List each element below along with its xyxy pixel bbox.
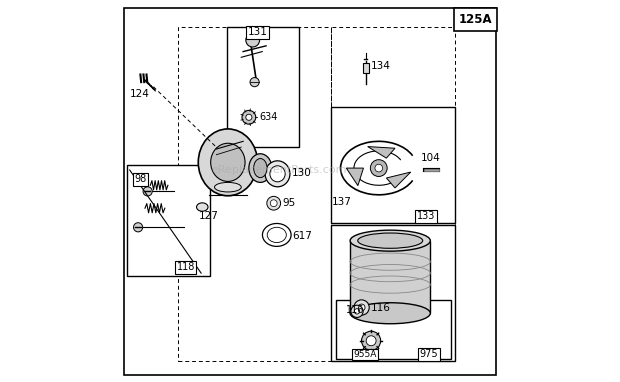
- Circle shape: [246, 33, 260, 47]
- Ellipse shape: [249, 154, 272, 183]
- Text: 617: 617: [292, 231, 312, 241]
- Circle shape: [250, 78, 259, 87]
- Circle shape: [351, 305, 363, 317]
- Text: eReplacementParts.com: eReplacementParts.com: [211, 165, 347, 175]
- PathPatch shape: [368, 147, 395, 158]
- Bar: [363, 63, 369, 73]
- Ellipse shape: [267, 227, 286, 243]
- Bar: [227, 27, 299, 147]
- Text: 95: 95: [283, 198, 296, 208]
- Circle shape: [361, 331, 381, 350]
- Circle shape: [267, 196, 281, 210]
- Text: 125A: 125A: [459, 13, 492, 26]
- Text: 104: 104: [421, 153, 441, 163]
- Ellipse shape: [358, 233, 423, 248]
- Ellipse shape: [254, 159, 267, 178]
- Text: 133: 133: [417, 211, 435, 221]
- Circle shape: [354, 300, 369, 315]
- Text: 955A: 955A: [353, 350, 376, 359]
- Circle shape: [242, 110, 256, 124]
- Circle shape: [354, 309, 360, 314]
- Text: 127: 127: [198, 211, 218, 221]
- Ellipse shape: [198, 129, 257, 196]
- Ellipse shape: [215, 183, 241, 192]
- Text: 137: 137: [332, 197, 352, 207]
- Ellipse shape: [211, 143, 245, 181]
- Text: 130: 130: [291, 168, 311, 178]
- Text: 634: 634: [260, 112, 278, 122]
- Bar: [336, 300, 451, 359]
- Ellipse shape: [265, 161, 290, 187]
- Ellipse shape: [350, 230, 430, 251]
- Circle shape: [358, 304, 365, 311]
- Circle shape: [246, 114, 252, 120]
- Text: 98: 98: [135, 174, 147, 184]
- Bar: [454, 8, 497, 31]
- Circle shape: [366, 336, 376, 346]
- Text: 118: 118: [177, 262, 195, 272]
- Text: 975: 975: [420, 350, 438, 359]
- Text: 124: 124: [130, 89, 149, 99]
- Circle shape: [375, 164, 383, 172]
- PathPatch shape: [347, 168, 363, 186]
- Bar: [331, 107, 455, 223]
- Ellipse shape: [350, 303, 430, 324]
- Circle shape: [143, 187, 153, 196]
- Ellipse shape: [270, 166, 285, 182]
- Text: 116: 116: [347, 305, 365, 315]
- Bar: [331, 225, 455, 361]
- Bar: [331, 27, 455, 233]
- Bar: [350, 241, 430, 313]
- Text: 134: 134: [371, 61, 391, 71]
- Circle shape: [270, 200, 277, 207]
- Ellipse shape: [197, 203, 208, 211]
- Text: 131: 131: [247, 28, 267, 37]
- Bar: [178, 27, 331, 361]
- PathPatch shape: [386, 172, 410, 188]
- Circle shape: [133, 223, 143, 232]
- Text: 116: 116: [371, 303, 391, 312]
- Circle shape: [370, 160, 387, 176]
- Bar: [127, 165, 210, 276]
